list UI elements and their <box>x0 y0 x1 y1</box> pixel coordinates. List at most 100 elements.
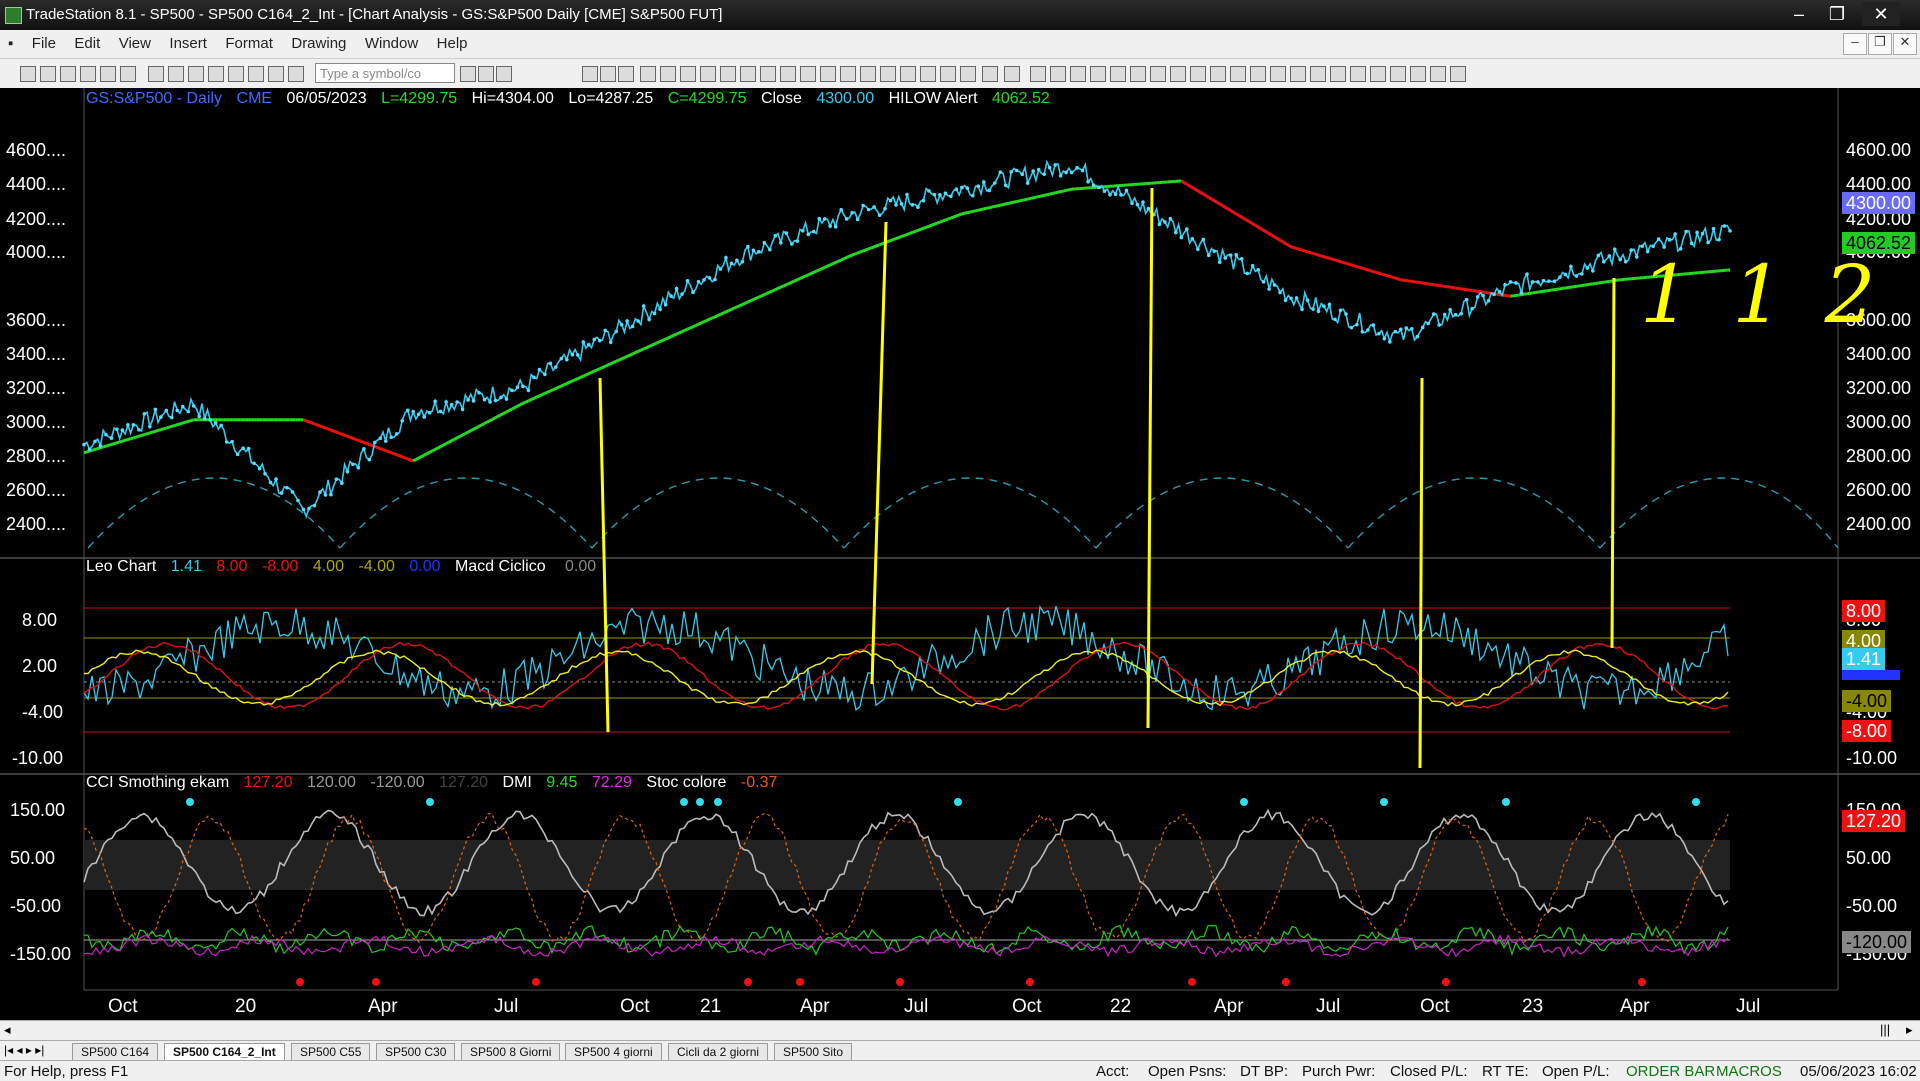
toolbar-button-icon[interactable] <box>1230 66 1246 82</box>
toolbar-button-icon[interactable] <box>618 66 634 82</box>
mdi-restore-button[interactable]: ❐ <box>1868 33 1892 55</box>
toolbar-button-icon[interactable] <box>982 66 998 82</box>
toolbar-button-icon[interactable] <box>1450 66 1466 82</box>
price-point <box>346 470 350 474</box>
toolbar-button-icon[interactable] <box>900 66 916 82</box>
toolbar-button-icon[interactable] <box>80 66 96 82</box>
mdi-minimize-button[interactable]: – <box>1843 33 1867 55</box>
tab-sp500-c30[interactable]: SP500 C30 <box>376 1043 455 1061</box>
toolbar-button-icon[interactable] <box>208 66 224 82</box>
toolbar-button-icon[interactable] <box>1290 66 1306 82</box>
toolbar-button-icon[interactable] <box>582 66 598 82</box>
toolbar-button-icon[interactable] <box>1070 66 1086 82</box>
toolbar-button-icon[interactable] <box>760 66 776 82</box>
toolbar-button-icon[interactable] <box>1310 66 1326 82</box>
toolbar-button-icon[interactable] <box>1330 66 1346 82</box>
order-bar-button[interactable]: ORDER BAR <box>1626 1063 1715 1080</box>
toolbar-button-icon[interactable] <box>840 66 856 82</box>
toolbar-button-icon[interactable] <box>1004 66 1020 82</box>
toolbar-button-icon[interactable] <box>188 66 204 82</box>
toolbar-button-icon[interactable] <box>940 66 956 82</box>
ma-segment <box>649 345 652 346</box>
tab-sp500-c55[interactable]: SP500 C55 <box>291 1043 370 1061</box>
close-button[interactable]: ✕ <box>1862 2 1900 26</box>
toolbar-button-icon[interactable] <box>168 66 184 82</box>
menu-edit[interactable]: Edit <box>67 30 107 57</box>
toolbar-button-icon[interactable] <box>1050 66 1066 82</box>
tab-cicli-da-2-giorni[interactable]: Cicli da 2 giorni <box>668 1043 768 1061</box>
tab-sp500-4-giorni[interactable]: SP500 4 giorni <box>565 1043 662 1061</box>
ma-segment <box>937 222 940 223</box>
toolbar-button-icon[interactable] <box>1130 66 1146 82</box>
menu-format[interactable]: Format <box>218 30 280 57</box>
toolbar-button-icon[interactable] <box>960 66 976 82</box>
toolbar-button-icon[interactable] <box>1030 66 1046 82</box>
tab-sp500-8-giorni[interactable]: SP500 8 Giorni <box>461 1043 560 1061</box>
toolbar-button-icon[interactable] <box>1270 66 1286 82</box>
toolbar-button-icon[interactable] <box>780 66 796 82</box>
tab-sp500-c164[interactable]: SP500 C164 <box>72 1043 158 1061</box>
toolbar-button-icon[interactable] <box>880 66 896 82</box>
toolbar-button-icon[interactable] <box>148 66 164 82</box>
toolbar-button-icon[interactable] <box>20 66 36 82</box>
toolbar-button-icon[interactable] <box>1370 66 1386 82</box>
toolbar-button-icon[interactable] <box>1170 66 1186 82</box>
app-menu-icon[interactable]: ▪ <box>0 30 20 57</box>
toolbar-button-icon[interactable] <box>680 66 696 82</box>
chart-area[interactable]: GS:S&P500 - Daily CME 06/05/2023 L=4299.… <box>0 88 1920 1020</box>
toolbar-button-icon[interactable] <box>700 66 716 82</box>
symbol-input[interactable]: Type a symbol/co <box>315 63 455 83</box>
toolbar-button-icon[interactable] <box>740 66 756 82</box>
tab-sp500-c164-2-int[interactable]: SP500 C164_2_Int <box>164 1043 285 1061</box>
toolbar-button-icon[interactable] <box>1350 66 1366 82</box>
price-point <box>867 208 871 212</box>
ma-segment <box>976 210 979 211</box>
toolbar-button-icon[interactable] <box>496 66 512 82</box>
toolbar-button-icon[interactable] <box>920 66 936 82</box>
menu-insert[interactable]: Insert <box>162 30 214 57</box>
toolbar-button-icon[interactable] <box>1190 66 1206 82</box>
horizontal-scrollbar[interactable]: ◂ ||| ▸ <box>0 1020 1920 1041</box>
mdi-close-button[interactable]: ✕ <box>1893 33 1917 55</box>
scroll-right-icon[interactable]: ▸ <box>1906 1022 1913 1038</box>
tab-sp500-sito[interactable]: SP500 Sito <box>774 1043 852 1061</box>
toolbar-button-icon[interactable] <box>800 66 816 82</box>
toolbar-button-icon[interactable] <box>228 66 244 82</box>
macros-button[interactable]: MACROS <box>1716 1063 1782 1080</box>
toolbar-button-icon[interactable] <box>460 66 476 82</box>
toolbar-button-icon[interactable] <box>288 66 304 82</box>
toolbar-button-icon[interactable] <box>860 66 876 82</box>
menu-help[interactable]: Help <box>430 30 475 57</box>
toolbar-button-icon[interactable] <box>40 66 56 82</box>
scroll-left-icon[interactable]: ◂ <box>4 1022 11 1038</box>
ma-segment <box>1398 279 1401 280</box>
toolbar-button-icon[interactable] <box>1430 66 1446 82</box>
toolbar-button-icon[interactable] <box>1390 66 1406 82</box>
toolbar-button-icon[interactable] <box>640 66 656 82</box>
toolbar-button-icon[interactable] <box>1410 66 1426 82</box>
toolbar-button-icon[interactable] <box>1210 66 1226 82</box>
menu-file[interactable]: File <box>25 30 63 57</box>
menu-view[interactable]: View <box>112 30 158 57</box>
maximize-button[interactable]: ❐ <box>1818 2 1856 26</box>
toolbar-button-icon[interactable] <box>120 66 136 82</box>
toolbar-button-icon[interactable] <box>600 66 616 82</box>
toolbar-button-icon[interactable] <box>1110 66 1126 82</box>
toolbar-button-icon[interactable] <box>100 66 116 82</box>
toolbar-button-icon[interactable] <box>1250 66 1266 82</box>
menu-drawing[interactable]: Drawing <box>284 30 353 57</box>
toolbar-button-icon[interactable] <box>820 66 836 82</box>
toolbar-button-icon[interactable] <box>60 66 76 82</box>
toolbar-button-icon[interactable] <box>268 66 284 82</box>
toolbar-button-icon[interactable] <box>720 66 736 82</box>
toolbar-button-icon[interactable] <box>660 66 676 82</box>
toolbar-button-icon[interactable] <box>1090 66 1106 82</box>
price-point <box>1020 173 1024 177</box>
menu-window[interactable]: Window <box>358 30 425 57</box>
tab-nav-icons[interactable]: |◂ ◂ ▸ ▸| <box>4 1043 44 1057</box>
minimize-button[interactable]: – <box>1780 2 1818 26</box>
toolbar-button-icon[interactable] <box>248 66 264 82</box>
toolbar-button-icon[interactable] <box>478 66 494 82</box>
scroll-thumb[interactable]: ||| <box>1880 1022 1890 1037</box>
toolbar-button-icon[interactable] <box>1150 66 1166 82</box>
